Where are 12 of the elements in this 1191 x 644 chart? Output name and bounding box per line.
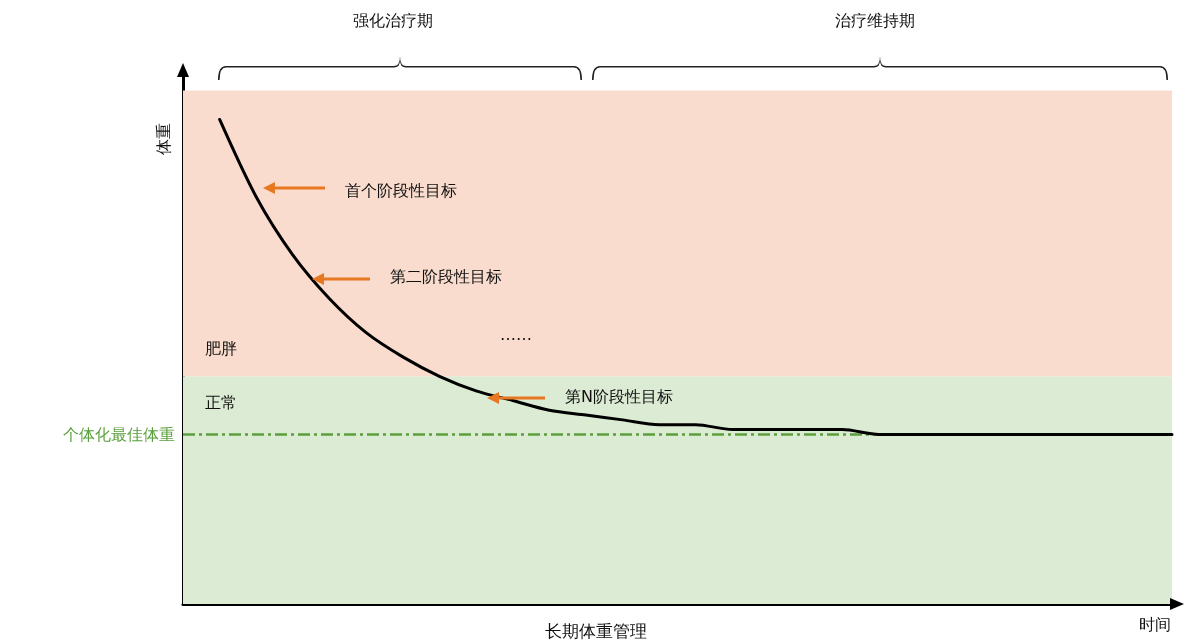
- annotation: 第N阶段性目标: [565, 386, 673, 406]
- text: 治疗维持期: [835, 10, 915, 30]
- annotation: 第二阶段性目标: [390, 266, 502, 286]
- ref-line-label: 个体化最佳体重: [63, 424, 175, 444]
- text: 强化治疗期: [353, 10, 433, 30]
- annotation: 首个阶段性目标: [345, 180, 457, 200]
- band-label: 正常: [205, 392, 237, 412]
- x-axis-title: 时间: [1139, 614, 1171, 634]
- annotation: ……: [500, 324, 532, 344]
- band-label: 肥胖: [205, 338, 237, 358]
- text: 长期体重管理: [544, 620, 647, 641]
- y-axis-title: 体重: [153, 123, 173, 155]
